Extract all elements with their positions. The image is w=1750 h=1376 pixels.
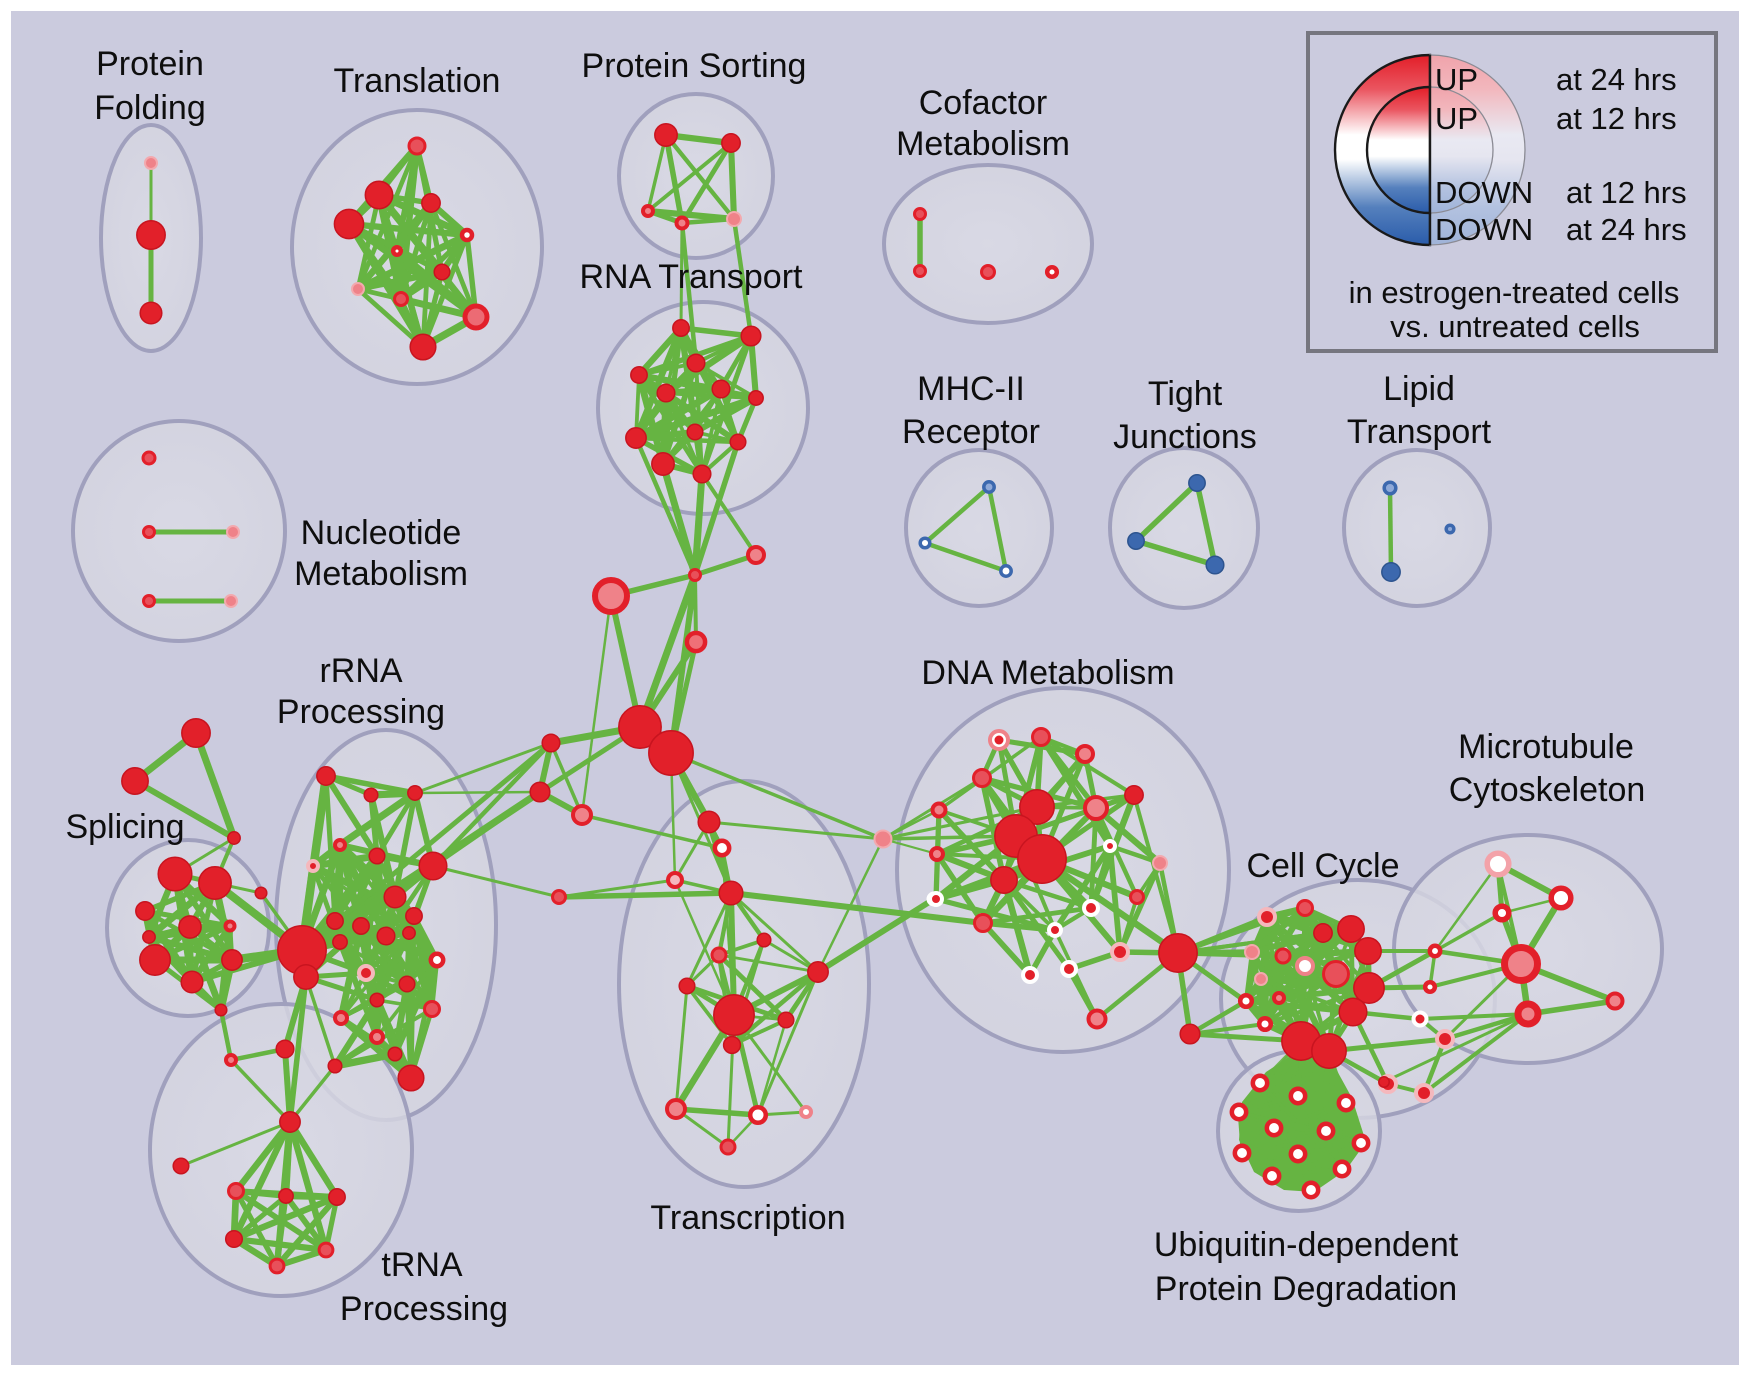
svg-text:at 12 hrs: at 12 hrs <box>1566 175 1687 210</box>
svg-text:UP: UP <box>1435 62 1478 97</box>
svg-text:Transport: Transport <box>1347 413 1492 451</box>
svg-text:Splicing: Splicing <box>65 808 184 846</box>
svg-text:Cofactor: Cofactor <box>919 84 1048 122</box>
svg-text:Tight: Tight <box>1148 375 1223 413</box>
svg-text:RNA Transport: RNA Transport <box>580 258 804 296</box>
svg-text:Ubiquitin-dependent: Ubiquitin-dependent <box>1154 1226 1459 1264</box>
svg-text:Translation: Translation <box>334 62 501 100</box>
svg-text:Metabolism: Metabolism <box>294 555 468 593</box>
svg-text:Processing: Processing <box>340 1290 508 1328</box>
svg-text:at 12 hrs: at 12 hrs <box>1556 101 1677 136</box>
svg-text:MHC-II: MHC-II <box>917 370 1025 408</box>
svg-text:Protein Sorting: Protein Sorting <box>582 47 807 85</box>
svg-text:Protein Degradation: Protein Degradation <box>1155 1270 1457 1308</box>
svg-text:in estrogen-treated cells: in estrogen-treated cells <box>1349 275 1680 310</box>
svg-text:rRNA: rRNA <box>319 652 402 690</box>
svg-text:DOWN: DOWN <box>1435 212 1533 247</box>
svg-text:tRNA: tRNA <box>381 1246 463 1284</box>
svg-text:vs. untreated cells: vs. untreated cells <box>1390 309 1640 344</box>
svg-text:Lipid: Lipid <box>1383 370 1455 408</box>
svg-text:Junctions: Junctions <box>1113 418 1257 456</box>
svg-text:Cell Cycle: Cell Cycle <box>1246 847 1399 885</box>
svg-text:at 24 hrs: at 24 hrs <box>1556 62 1677 97</box>
svg-text:Microtubule: Microtubule <box>1458 728 1634 766</box>
svg-text:Cytoskeleton: Cytoskeleton <box>1449 771 1646 809</box>
svg-text:Receptor: Receptor <box>902 413 1040 451</box>
svg-text:UP: UP <box>1435 101 1478 136</box>
svg-text:Transcription: Transcription <box>650 1199 845 1237</box>
svg-text:Nucleotide: Nucleotide <box>301 514 462 552</box>
svg-text:DNA Metabolism: DNA Metabolism <box>921 654 1174 692</box>
svg-text:at 24 hrs: at 24 hrs <box>1566 212 1687 247</box>
svg-text:Metabolism: Metabolism <box>896 125 1070 163</box>
svg-text:Processing: Processing <box>277 693 445 731</box>
svg-text:Protein: Protein <box>96 45 204 83</box>
svg-text:Folding: Folding <box>94 89 206 127</box>
svg-text:DOWN: DOWN <box>1435 175 1533 210</box>
